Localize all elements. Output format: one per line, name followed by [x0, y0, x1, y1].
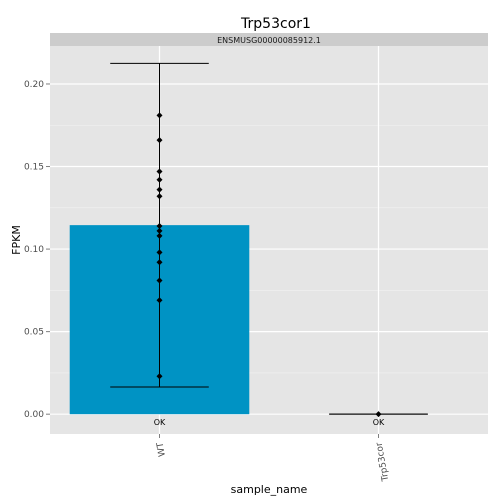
- data-point: [156, 186, 163, 193]
- data-point: [156, 137, 163, 144]
- facet-strip-label: ENSMUSG00000085912.1: [217, 36, 321, 45]
- data-point: [156, 168, 163, 175]
- data-point: [156, 297, 163, 304]
- data-point: [156, 232, 163, 239]
- x-tick-label: Trp53cor: [375, 441, 392, 483]
- x-tick-label: WT: [156, 441, 168, 457]
- data-point: [156, 222, 163, 229]
- x-axis-title: sample_name: [231, 483, 308, 496]
- bar-status-label: OK: [154, 418, 166, 427]
- data-point: [156, 227, 163, 234]
- y-tick-label: 0.05: [24, 328, 44, 338]
- bar-status-label: OK: [373, 418, 385, 427]
- chart-title: Trp53cor1: [240, 16, 311, 32]
- data-point: [156, 193, 163, 200]
- y-tick-label: 0.10: [24, 245, 44, 255]
- y-tick-label: 0.20: [24, 80, 44, 90]
- bar-labels: OK OK: [154, 418, 385, 427]
- data-point: [156, 373, 163, 380]
- facet-strip: [50, 33, 488, 46]
- data-point: [156, 249, 163, 256]
- x-axis: WT Trp53cor: [156, 434, 392, 483]
- y-axis: 0.00 0.05 0.10 0.15 0.20: [24, 80, 50, 420]
- data-point: [156, 112, 163, 119]
- data-point: [156, 176, 163, 183]
- data-points: [156, 112, 382, 418]
- y-tick-label: 0.00: [24, 410, 44, 420]
- data-point: [156, 277, 163, 284]
- data-point: [156, 259, 163, 266]
- y-axis-title: FPKM: [10, 225, 23, 255]
- data-point: [375, 411, 382, 418]
- y-tick-label: 0.15: [24, 163, 44, 173]
